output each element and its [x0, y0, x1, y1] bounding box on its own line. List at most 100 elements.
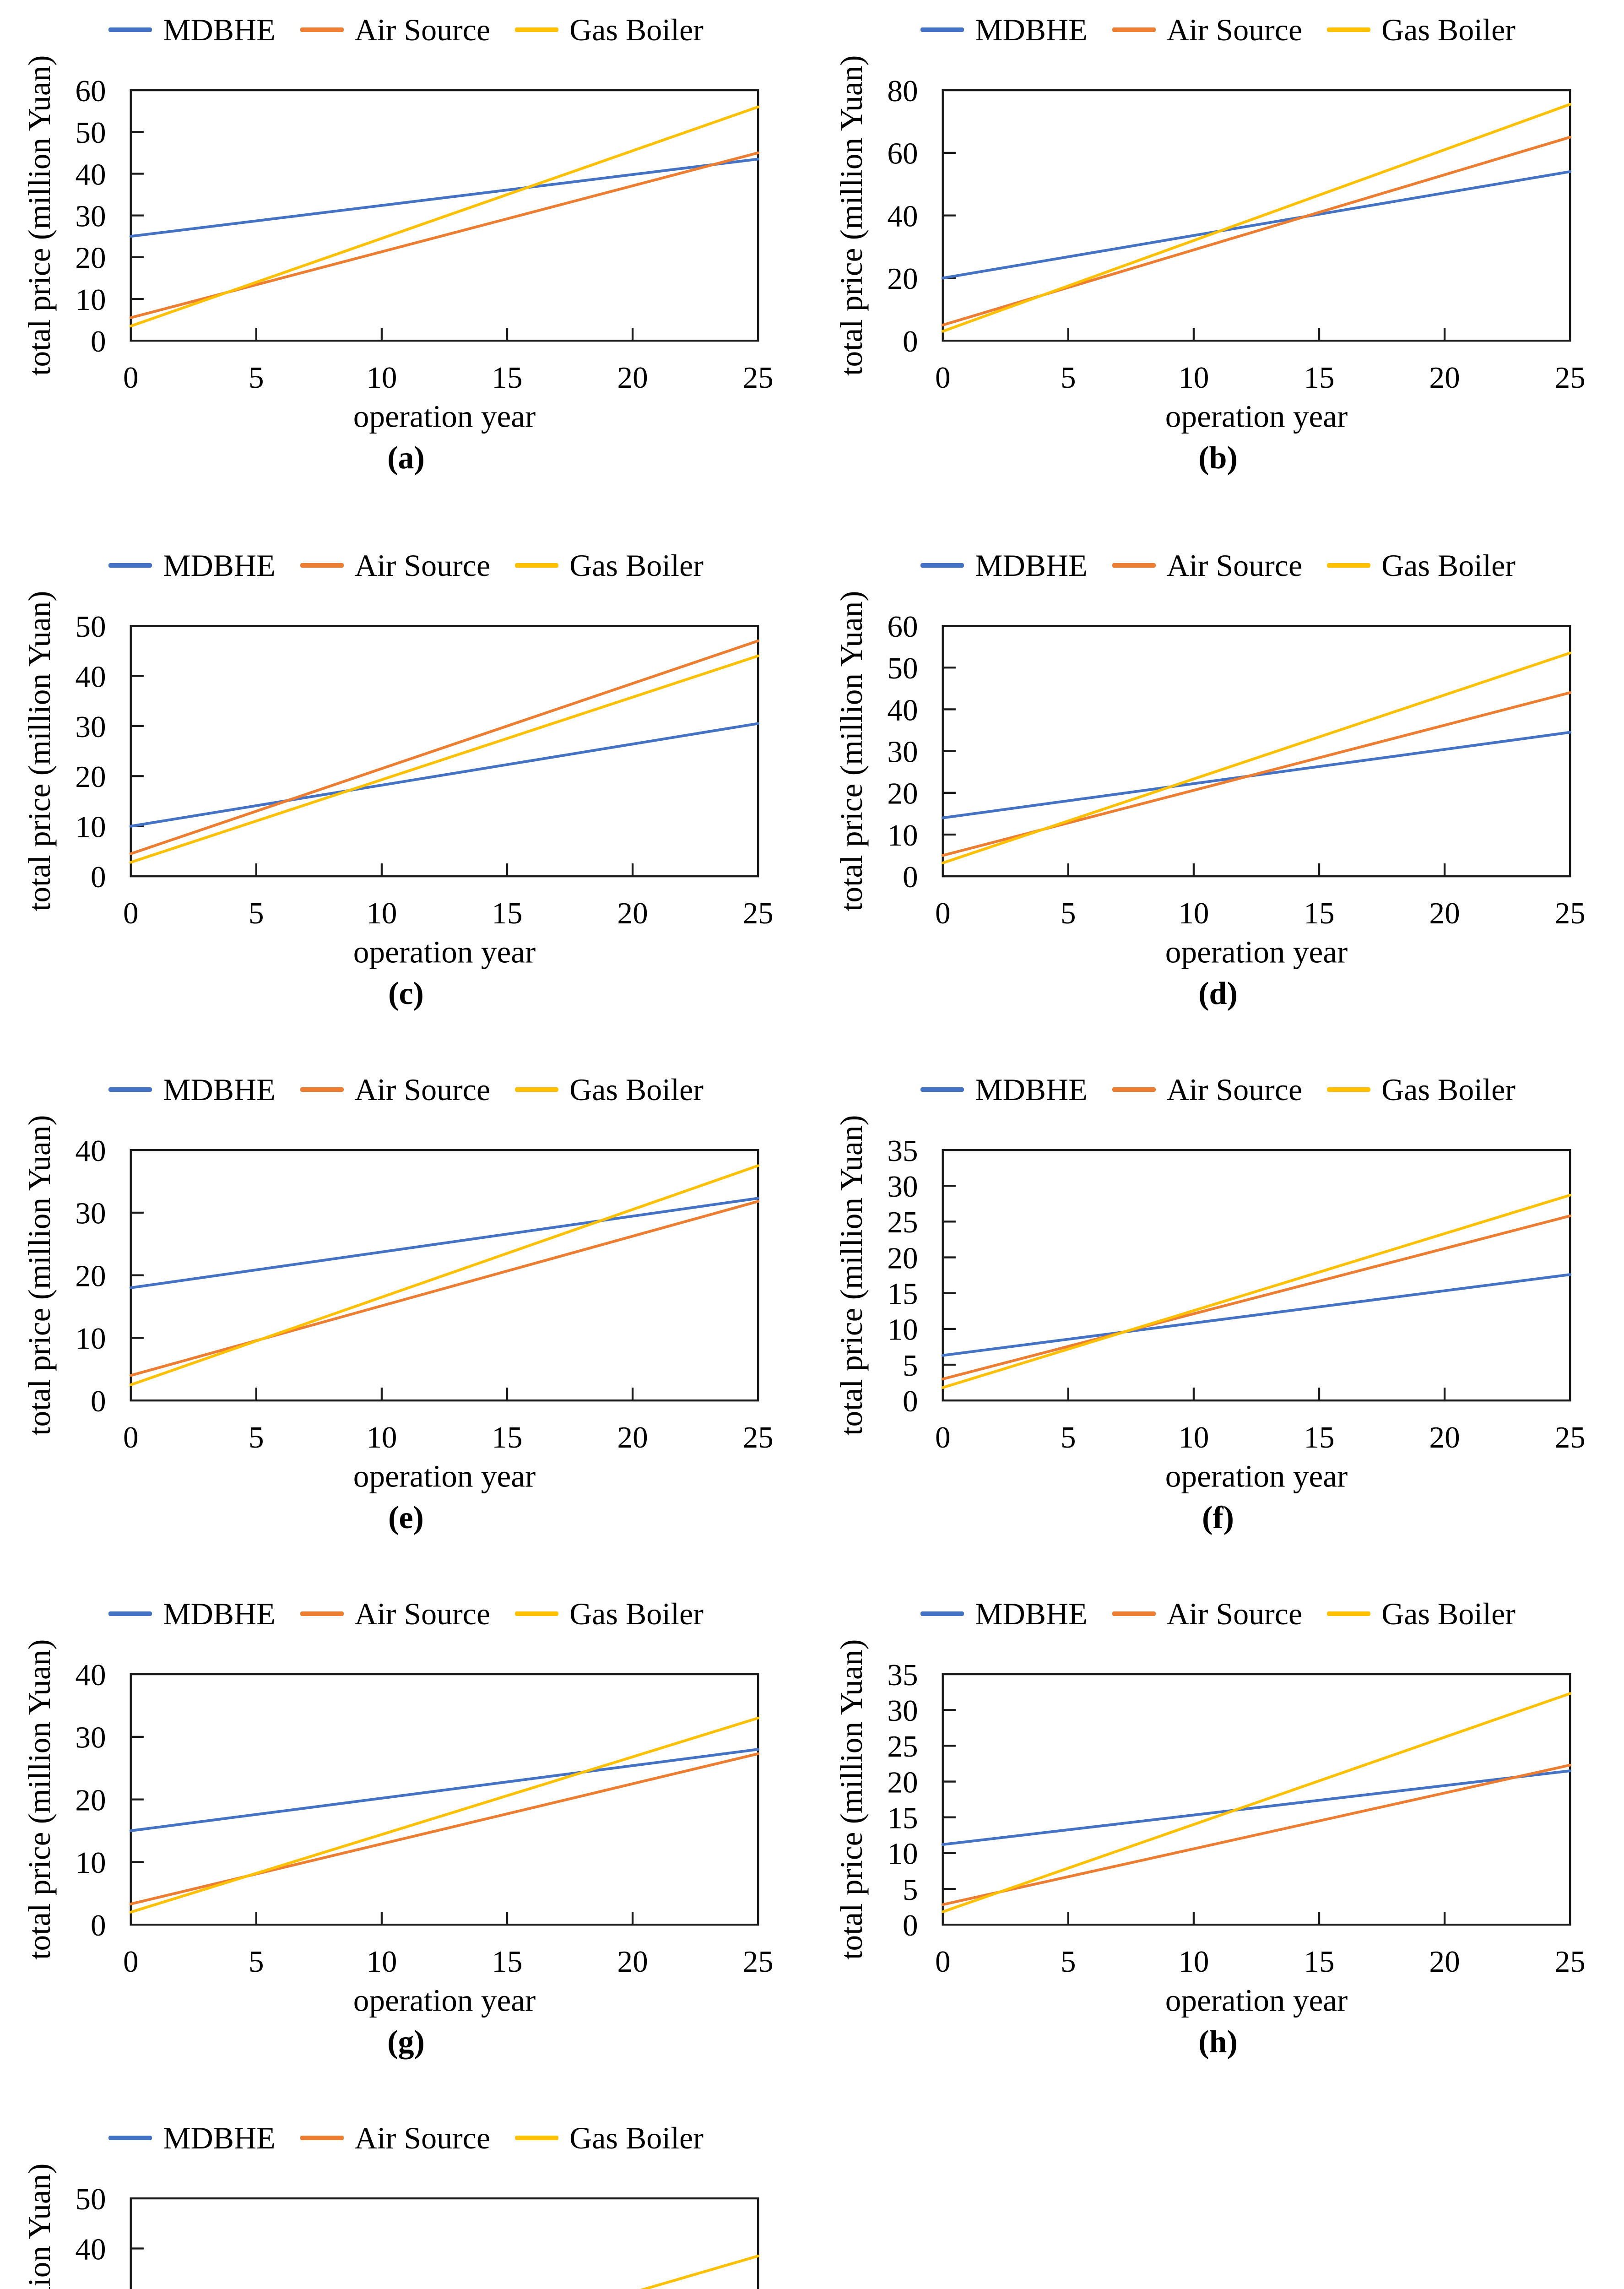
series-line-air-source — [941, 1763, 1572, 1906]
legend-line-mdbhe-icon — [108, 2136, 152, 2140]
legend-item-mdbhe: MDBHE — [920, 14, 1088, 45]
y-tick-label: 0 — [91, 1384, 106, 1418]
legend-line-mdbhe-icon — [108, 27, 152, 32]
legend-item-gas-boiler: Gas Boiler — [1327, 1598, 1516, 1629]
x-axis-a: 0 5 10 15 20 25 — [123, 328, 774, 395]
legend-item-gas-boiler: Gas Boiler — [1327, 550, 1516, 581]
x-tick-label: 20 — [617, 896, 648, 930]
legend-item-gas-boiler: Gas Boiler — [1327, 14, 1516, 45]
x-axis-label: operation year — [353, 934, 536, 970]
x-tick-label: 20 — [617, 1944, 648, 1979]
x-axis-label: operation year — [1165, 1983, 1348, 2018]
legend-label-air-source: Air Source — [354, 2121, 491, 2155]
y-tick-label: 20 — [887, 1241, 918, 1275]
series-line-mdbhe — [129, 722, 760, 828]
y-axis-label: total price (million Yuan) — [22, 591, 57, 911]
legend-line-mdbhe-icon — [920, 1087, 964, 1092]
series-line-mdbhe — [129, 1748, 760, 1832]
y-tick-label: 0 — [903, 1908, 918, 1942]
x-tick-label: 20 — [617, 360, 648, 395]
y-tick-label: 25 — [887, 1729, 918, 1763]
legend-line-air-source-icon — [300, 27, 344, 32]
x-tick-label: 20 — [617, 1420, 648, 1454]
legend-label-gas-boiler: Gas Boiler — [569, 2121, 704, 2155]
y-tick-label: 30 — [75, 1196, 106, 1231]
x-tick-label: 0 — [935, 896, 951, 930]
x-tick-label: 15 — [1304, 1944, 1334, 1979]
x-axis-b: 0 5 10 15 20 25 — [935, 328, 1586, 395]
y-axis-label: total price (million Yuan) — [22, 2164, 57, 2289]
legend-label-mdbhe: MDBHE — [975, 12, 1088, 47]
legend-item-air-source: Air Source — [300, 1598, 490, 1629]
legend-line-gas-boiler-icon — [515, 2136, 559, 2140]
legend-line-air-source-icon — [300, 1611, 344, 1616]
series-line-air-source — [129, 1752, 760, 1906]
series-line-gas-boiler — [129, 105, 760, 328]
y-tick-label: 5 — [903, 1872, 918, 1907]
y-axis-label: total price (million Yuan) — [834, 55, 869, 376]
caption-d: (d) — [1198, 976, 1238, 1011]
x-tick-label: 0 — [123, 1420, 139, 1454]
legend-label-mdbhe: MDBHE — [975, 548, 1088, 583]
y-axis-e: 0 10 20 30 40 — [75, 1134, 144, 1418]
y-tick-label: 60 — [887, 609, 918, 644]
legend-item-gas-boiler: Gas Boiler — [515, 2122, 704, 2153]
x-tick-label: 20 — [1429, 1944, 1460, 1979]
legend-label-gas-boiler: Gas Boiler — [1381, 1596, 1516, 1631]
series-line-gas-boiler — [941, 1193, 1572, 1389]
x-tick-label: 0 — [123, 360, 139, 395]
legend-label-mdbhe: MDBHE — [975, 1596, 1088, 1631]
x-tick-label: 25 — [743, 1420, 774, 1454]
x-tick-label: 25 — [743, 896, 774, 930]
x-tick-label: 10 — [366, 896, 397, 930]
series-group-h — [941, 1692, 1572, 1914]
y-tick-label: 60 — [75, 74, 106, 108]
x-tick-label: 15 — [1304, 896, 1334, 930]
y-axis-a: 0 10 20 30 40 50 60 — [75, 74, 144, 358]
x-tick-label: 0 — [935, 1420, 951, 1454]
y-tick-label: 20 — [75, 759, 106, 794]
x-tick-label: 25 — [1555, 896, 1586, 930]
caption-b: (b) — [1198, 440, 1238, 476]
legend-item-mdbhe: MDBHE — [108, 2122, 276, 2153]
figure-row-3: MDBHE Air Source Gas Boiler 0 10 20 30 40 0 5 10 15… — [0, 1028, 1624, 1552]
legend-label-mdbhe: MDBHE — [163, 1596, 276, 1631]
y-tick-label: 0 — [903, 1384, 918, 1418]
x-axis-e: 0 5 10 15 20 25 — [123, 1388, 774, 1454]
x-tick-label: 5 — [249, 1420, 264, 1454]
x-tick-label: 10 — [1178, 360, 1209, 395]
y-tick-label: 20 — [887, 261, 918, 296]
legend-label-gas-boiler: Gas Boiler — [1381, 548, 1516, 583]
figure-row-2: MDBHE Air Source Gas Boiler 0 10 20 30 40 50 0 5 10… — [0, 504, 1624, 1028]
legend-item-air-source: Air Source — [300, 2122, 490, 2153]
y-tick-label: 40 — [75, 1134, 106, 1168]
legend-item-gas-boiler: Gas Boiler — [515, 1074, 704, 1105]
y-axis-b: 0 20 40 60 80 — [887, 74, 956, 358]
x-tick-label: 10 — [1178, 896, 1209, 930]
x-tick-label: 20 — [1429, 360, 1460, 395]
x-tick-label: 15 — [492, 1944, 522, 1979]
y-tick-label: 30 — [887, 734, 918, 769]
legend-label-air-source: Air Source — [354, 12, 491, 47]
y-tick-label: 15 — [887, 1801, 918, 1835]
series-group-e — [129, 1164, 760, 1386]
y-tick-label: 35 — [887, 1134, 918, 1168]
series-line-mdbhe — [129, 157, 760, 238]
legend-item-gas-boiler: Gas Boiler — [515, 550, 704, 581]
x-tick-label: 15 — [1304, 1420, 1334, 1454]
y-axis-label: total price (million Yuan) — [834, 591, 869, 911]
series-line-gas-boiler — [129, 1164, 760, 1386]
line-chart-g: 0 10 20 30 40 0 5 10 15 20 25 operation year total p… — [22, 1639, 774, 2018]
legend-label-gas-boiler: Gas Boiler — [569, 548, 704, 583]
legend-label-gas-boiler: Gas Boiler — [1381, 12, 1516, 47]
legend-item-mdbhe: MDBHE — [108, 1598, 276, 1629]
x-tick-label: 0 — [123, 1944, 139, 1979]
y-tick-label: 5 — [903, 1348, 918, 1383]
legend-label-gas-boiler: Gas Boiler — [569, 1596, 704, 1631]
y-axis-label: total price (million Yuan) — [22, 1115, 57, 1436]
x-tick-label: 5 — [1061, 360, 1076, 395]
series-line-gas-boiler — [129, 1716, 760, 1914]
